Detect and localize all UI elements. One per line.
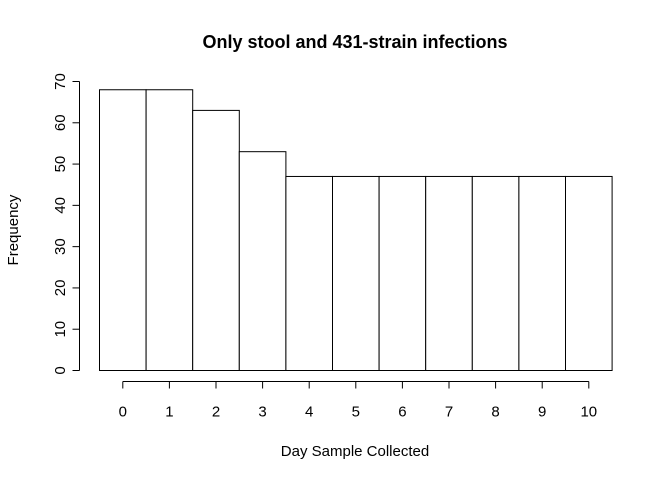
y-tick-label-0: 0 xyxy=(52,366,69,374)
x-tick-label-4: 4 xyxy=(305,404,313,421)
bar-5 xyxy=(332,175,380,371)
x-axis-label: Day Sample Collected xyxy=(281,443,429,460)
x-tick-label-3: 3 xyxy=(258,404,266,421)
y-axis: 0 10 20 30 40 50 60 70 xyxy=(52,73,80,375)
bar-7 xyxy=(425,175,473,371)
bar-6 xyxy=(378,175,427,371)
y-tick-label-50: 50 xyxy=(52,156,69,173)
x-axis: 0 1 2 3 4 5 6 7 8 9 10 xyxy=(119,381,597,421)
chart-title: Only stool and 431-strain infections xyxy=(202,32,507,52)
bar-10 xyxy=(565,175,613,371)
y-tick-label-60: 60 xyxy=(52,114,69,131)
x-tick-label-2: 2 xyxy=(212,404,220,421)
x-tick-label-10: 10 xyxy=(580,404,597,421)
x-tick-label-8: 8 xyxy=(491,404,499,421)
x-tick-label-6: 6 xyxy=(398,404,406,421)
bars-group xyxy=(99,89,613,372)
bar-4 xyxy=(285,175,333,371)
x-tick-label-7: 7 xyxy=(445,404,453,421)
bar-0 xyxy=(99,89,147,371)
y-tick-label-10: 10 xyxy=(52,321,69,338)
bar-8 xyxy=(471,175,520,371)
x-tick-label-1: 1 xyxy=(165,404,173,421)
y-tick-label-70: 70 xyxy=(52,73,69,90)
bar-3 xyxy=(238,151,287,371)
bar-9 xyxy=(518,175,567,371)
y-axis-label: Frequency xyxy=(5,194,22,265)
bar-2 xyxy=(192,109,240,372)
y-tick-label-30: 30 xyxy=(52,238,69,255)
x-tick-label-0: 0 xyxy=(119,404,127,421)
x-tick-label-9: 9 xyxy=(538,404,546,421)
x-tick-label-5: 5 xyxy=(352,404,360,421)
y-tick-label-20: 20 xyxy=(52,280,69,297)
bar-1 xyxy=(145,89,194,371)
y-tick-label-40: 40 xyxy=(52,197,69,214)
